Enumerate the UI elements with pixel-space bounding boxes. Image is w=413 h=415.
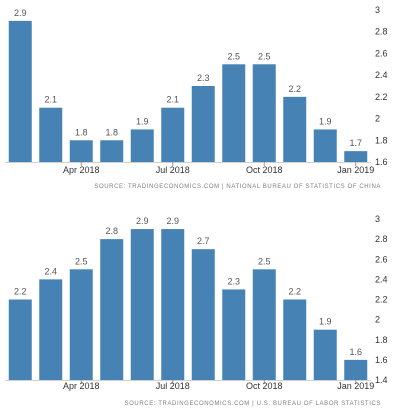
bar-value-label: 1.9: [319, 116, 332, 126]
bar-value-label: 2.1: [44, 95, 57, 105]
bar-value-label: 1.9: [136, 116, 149, 126]
y-tick-label: 3: [375, 5, 380, 15]
bar: [39, 107, 63, 162]
y-tick-label: 2: [375, 114, 380, 124]
y-tick-label: 2: [375, 315, 380, 325]
bar: [161, 229, 185, 380]
bar-value-label: 1.9: [319, 317, 332, 327]
x-tick-label: Jan 2019: [337, 165, 374, 175]
chart-2-svg: 2.2 2.4 2.5 2.8 2.9 2.9 2.7 2.3 2.5 2.2 1.9 1.6 3 2.8…: [5, 214, 388, 391]
y-tick-label: 2.8: [375, 234, 388, 244]
bar-value-label: 1.6: [349, 347, 362, 357]
x-tick-label: Oct 2018: [246, 381, 283, 391]
y-tick-label: 2.2: [375, 92, 388, 102]
bar-value-label: 2.3: [197, 73, 210, 83]
bar: [344, 151, 368, 162]
bar: [313, 329, 337, 380]
bar: [161, 107, 185, 162]
bar: [313, 129, 337, 162]
y-tick-label: 1.6: [375, 157, 388, 167]
bar-value-label: 2.9: [14, 8, 27, 18]
bar: [69, 140, 93, 162]
x-tick-label: Apr 2018: [63, 381, 100, 391]
bar-value-label: 2.2: [288, 84, 301, 94]
y-tick-label: 3: [375, 214, 380, 224]
bar: [344, 359, 368, 380]
bar: [69, 269, 93, 380]
bar: [222, 289, 246, 380]
y-tick-label: 1.8: [375, 135, 388, 145]
x-tick-label: Oct 2018: [246, 165, 283, 175]
y-tick-label: 2.4: [375, 70, 388, 80]
bar-value-label: 2.2: [288, 287, 301, 297]
bar: [130, 129, 154, 162]
bar-value-label: 2.5: [75, 256, 88, 266]
bar-value-label: 2.3: [227, 276, 240, 286]
x-tick-label: Apr 2018: [63, 165, 100, 175]
bar: [8, 20, 32, 162]
bar: [283, 299, 307, 380]
y-tick-label: 1.4: [375, 375, 388, 385]
bar: [100, 239, 124, 380]
bar-value-label: 2.9: [136, 216, 149, 226]
y-tick-label: 2.2: [375, 295, 388, 305]
x-tick-label: Jul 2018: [156, 165, 190, 175]
bar: [130, 229, 154, 380]
bar-value-label: 2.7: [197, 236, 210, 246]
china-inflation-chart: 2.9 2.1 1.8 1.8 1.9 2.1 2.3 2.5 2.5 2.2 1.9 1.7 3 2.8…: [0, 0, 413, 200]
us-inflation-chart: 2.2 2.4 2.5 2.8 2.9 2.9 2.7 2.3 2.5 2.2 1.9 1.6 3 2.8…: [0, 208, 413, 415]
y-tick-label: 2.8: [375, 27, 388, 37]
y-tick-label: 2.4: [375, 274, 388, 284]
bar: [252, 269, 276, 380]
x-tick-label: Jan 2019: [337, 381, 374, 391]
chart-1-svg: 2.9 2.1 1.8 1.8 1.9 2.1 2.3 2.5 2.5 2.2 1.9 1.7 3 2.8…: [5, 5, 388, 175]
bar: [8, 299, 32, 380]
bar-value-label: 2.9: [166, 216, 179, 226]
bar: [222, 64, 246, 162]
y-tick-label: 2.6: [375, 254, 388, 264]
y-tick-label: 2.6: [375, 48, 388, 58]
bar-value-label: 1.8: [105, 127, 118, 137]
chart-1-source: SOURCE: TRADINGECONOMICS.COM | NATIONAL …: [94, 184, 381, 190]
bar-value-label: 2.1: [166, 95, 179, 105]
bar-value-label: 2.5: [258, 256, 271, 266]
bar: [252, 64, 276, 162]
y-tick-label: 1.6: [375, 355, 388, 365]
bar: [191, 86, 215, 162]
bar-value-label: 2.4: [44, 266, 57, 276]
bar-value-label: 2.5: [258, 51, 271, 61]
bar: [100, 140, 124, 162]
bar: [191, 249, 215, 380]
bar: [283, 96, 307, 162]
bar-value-label: 1.7: [349, 138, 362, 148]
x-tick-label: Jul 2018: [156, 381, 190, 391]
y-tick-label: 1.8: [375, 335, 388, 345]
bar: [39, 279, 63, 380]
bar-value-label: 2.8: [105, 226, 118, 236]
bar-value-label: 1.8: [75, 127, 88, 137]
chart-2-source: SOURCE: TRADINGECONOMICS.COM | U.S. BURE…: [124, 401, 381, 407]
bar-value-label: 2.5: [227, 51, 240, 61]
bar-value-label: 2.2: [14, 287, 27, 297]
